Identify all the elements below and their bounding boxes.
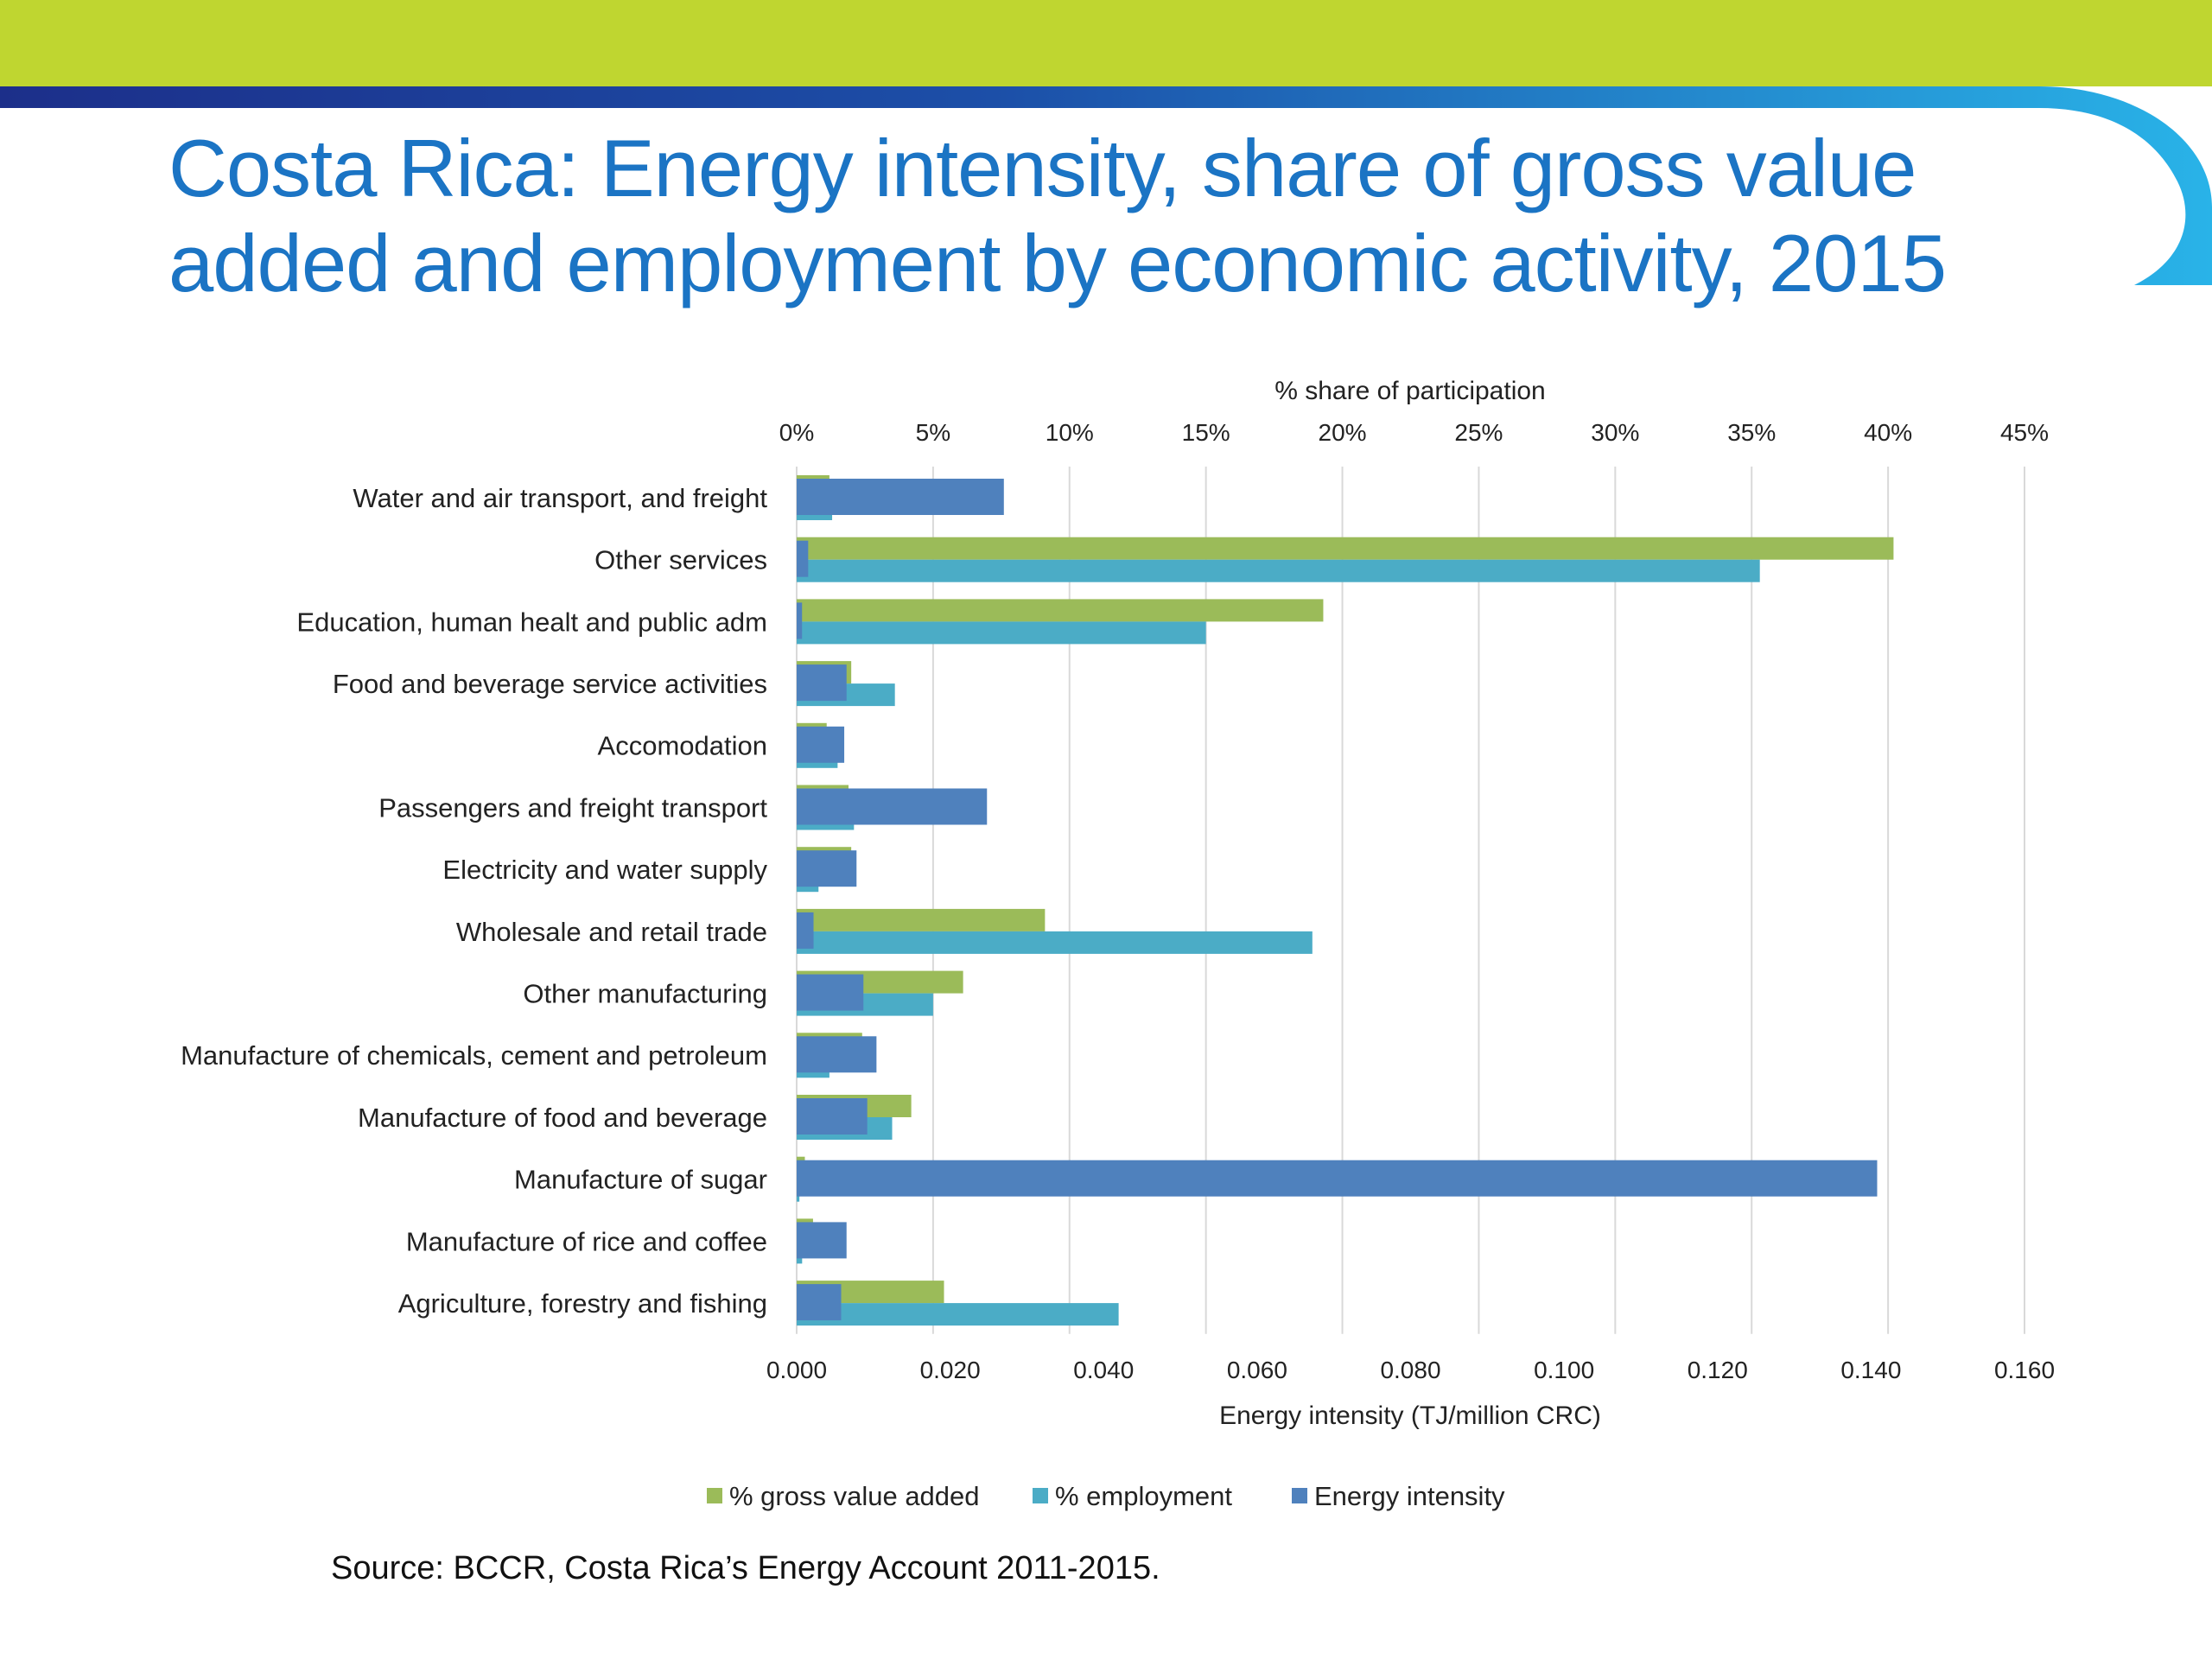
bottom-tick-label: 0.060 [1227,1357,1287,1383]
bar-energy-intensity [797,1098,868,1135]
top-tick-label: 25% [1454,419,1503,446]
bottom-axis-ticks: 0.000 0.020 0.040 0.060 0.080 0.100 0.120 0.140… [766,1357,2055,1383]
legend-swatch [1292,1488,1307,1503]
bar-gross-value-added [797,537,1894,560]
category-label: Manufacture of food and beverage [358,1103,767,1133]
legend-swatch [1033,1488,1048,1503]
bar-energy-intensity [797,540,809,577]
bar-energy-intensity [797,1036,877,1073]
top-axis-title: % share of participation [1274,377,1546,405]
category-label: Manufacture of rice and coffee [406,1226,767,1256]
category-label: Other services [594,545,767,575]
category-label: Education, human healt and public adm [296,607,767,637]
top-axis-ticks: 0% 5% 10% 15% 20% 25% 30% 35% 40% 45% [779,419,2049,446]
bar-energy-intensity [797,912,814,949]
top-tick-label: 15% [1182,419,1230,446]
category-label: Other manufacturing [523,978,767,1008]
bar-energy-intensity [797,479,1004,515]
source-note: Source: BCCR, Costa Rica’s Energy Accoun… [331,1550,1160,1586]
top-tick-label: 40% [1864,419,1912,446]
bar-energy-intensity [797,1160,1878,1197]
bottom-tick-label: 0.080 [1380,1357,1440,1383]
bottom-tick-label: 0.100 [1534,1357,1594,1383]
bar-energy-intensity [797,726,845,763]
bottom-tick-label: 0.020 [920,1357,981,1383]
bottom-tick-label: 0.160 [1994,1357,2055,1383]
legend-label: % employment [1055,1481,1232,1511]
bar-employment [797,621,1206,645]
category-label: Food and beverage service activities [333,669,767,699]
legend-label: Energy intensity [1314,1481,1505,1511]
header-banner [0,0,2212,285]
bottom-tick-label: 0.040 [1073,1357,1134,1383]
top-tick-label: 35% [1727,419,1776,446]
bar-gross-value-added [797,908,1046,931]
category-label: Accomodation [598,731,767,761]
top-tick-label: 45% [2000,419,2049,446]
bar-employment [797,1303,1119,1326]
category-label: Manufacture of chemicals, cement and pet… [181,1040,767,1071]
bar-energy-intensity [797,974,864,1011]
category-label: Electricity and water supply [442,855,767,885]
legend-label: % gross value added [729,1481,980,1511]
header-stripe [0,86,2212,285]
bar-energy-intensity [797,602,803,639]
legend-swatch [707,1488,722,1503]
bar-gross-value-added [797,599,1324,622]
category-label: Water and air transport, and freight [353,483,767,513]
bar-employment [797,931,1313,954]
category-label: Wholesale and retail trade [456,917,767,947]
bar-energy-intensity [797,788,988,825]
top-tick-label: 10% [1046,419,1094,446]
bottom-tick-label: 0.140 [1840,1357,1901,1383]
category-label: Manufacture of sugar [514,1165,767,1195]
legend: % gross value added % employment Energy in… [707,1481,1505,1511]
bar-energy-intensity [797,664,847,702]
bottom-tick-label: 0.120 [1688,1357,1748,1383]
top-tick-label: 30% [1591,419,1639,446]
bottom-tick-label: 0.000 [766,1357,827,1383]
bar-employment [797,559,1760,582]
top-tick-label: 5% [916,419,950,446]
bars [797,475,1894,1326]
category-label: Agriculture, forestry and fishing [398,1288,767,1319]
gridlines [796,467,2025,1334]
slide-title: Costa Rica: Energy intensity, share of g… [168,123,1947,308]
top-tick-label: 0% [779,419,814,446]
header-green-band [0,0,2212,86]
bar-energy-intensity [797,1284,842,1321]
bottom-axis-title: Energy intensity (TJ/million CRC) [1219,1402,1601,1430]
top-tick-label: 20% [1319,419,1367,446]
category-label: Passengers and freight transport [378,792,767,823]
bar-energy-intensity [797,1222,847,1259]
bar-energy-intensity [797,850,857,887]
category-labels: Water and air transport, and freight Othe… [181,483,767,1319]
